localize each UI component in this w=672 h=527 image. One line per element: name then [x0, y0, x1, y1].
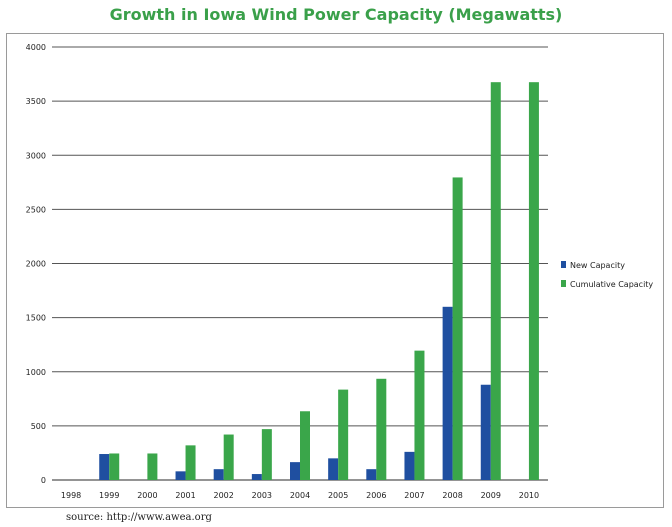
x-tick-label: 2010 [519, 491, 539, 500]
x-tick-label: 1998 [61, 491, 81, 500]
x-tick-label: 1999 [99, 491, 119, 500]
cumulative-capacity-bar [109, 453, 120, 480]
bars [99, 82, 539, 481]
cumulative-capacity-bar [490, 82, 501, 481]
chart-frame [6, 33, 664, 508]
y-tick-label: 500 [31, 422, 46, 431]
y-tick-label: 1500 [26, 314, 46, 323]
x-tick-label: 2000 [137, 491, 157, 500]
legend-label-cumulative: Cumulative Capacity [570, 280, 653, 289]
legend-swatch-cumulative [561, 280, 566, 287]
cumulative-capacity-bar [338, 389, 349, 480]
y-tick-label: 2500 [26, 205, 46, 214]
cumulative-capacity-bar [300, 411, 310, 480]
new-capacity-bar [213, 469, 224, 480]
x-tick-label: 2002 [214, 491, 234, 500]
cumulative-capacity-bar [414, 350, 425, 480]
chart-title: Growth in Iowa Wind Power Capacity (Mega… [109, 5, 563, 24]
new-capacity-bar [480, 384, 491, 480]
legend-swatch-new [561, 261, 566, 268]
cumulative-capacity-bar [261, 429, 272, 480]
x-tick-label: 2009 [481, 491, 501, 500]
cumulative-capacity-bar [185, 445, 196, 480]
y-tick-label: 2000 [26, 260, 46, 269]
new-capacity-bar [366, 469, 377, 480]
x-axis-ticks: 1998 1999 2000 2001 2002 2003 2004 2005 2006 2007… [61, 491, 539, 500]
x-tick-label: 2006 [366, 491, 386, 500]
new-capacity-bar [290, 462, 300, 480]
cumulative-capacity-bar [376, 378, 387, 480]
new-capacity-bar [404, 451, 415, 480]
new-capacity-bar [175, 471, 186, 480]
cumulative-capacity-bar [452, 177, 463, 480]
y-tick-label: 4000 [26, 43, 46, 52]
x-tick-label: 2008 [442, 491, 462, 500]
x-tick-label: 2007 [404, 491, 424, 500]
new-capacity-bar [328, 458, 339, 480]
y-tick-label: 0 [41, 476, 46, 485]
y-tick-label: 3500 [26, 97, 46, 106]
y-axis-ticks: 0 500 1000 1500 2000 2500 3000 3500 4000 [26, 43, 46, 485]
x-tick-label: 2004 [290, 491, 310, 500]
new-capacity-bar [99, 454, 110, 480]
legend-label-new: New Capacity [570, 261, 625, 270]
y-tick-label: 1000 [26, 368, 46, 377]
new-capacity-bar [251, 474, 262, 480]
cumulative-capacity-bar [528, 82, 539, 481]
y-tick-label: 3000 [26, 151, 46, 160]
x-tick-label: 2003 [252, 491, 272, 500]
legend: New Capacity Cumulative Capacity [561, 261, 653, 289]
cumulative-capacity-bar [147, 453, 158, 480]
source-note: source: http://www.awea.org [66, 512, 212, 523]
cumulative-capacity-bar [223, 434, 234, 480]
x-tick-label: 2005 [328, 491, 348, 500]
x-tick-label: 2001 [175, 491, 195, 500]
new-capacity-bar [442, 306, 453, 480]
